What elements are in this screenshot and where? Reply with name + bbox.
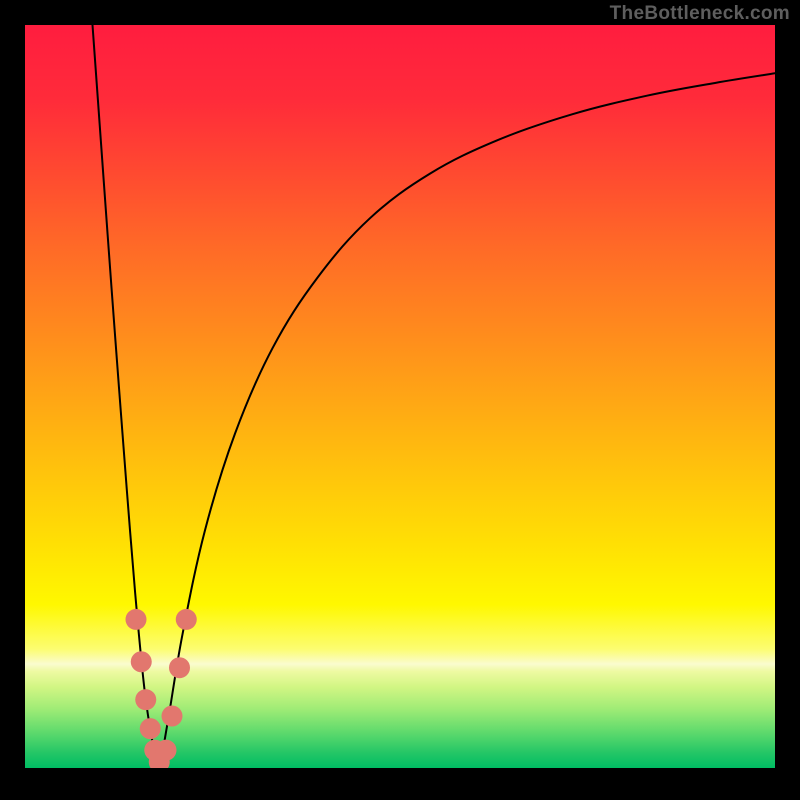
plot-area <box>25 25 775 768</box>
chart-container: TheBottleneck.com <box>0 0 800 800</box>
attribution-label: TheBottleneck.com <box>610 3 790 25</box>
chart-svg <box>25 25 775 768</box>
